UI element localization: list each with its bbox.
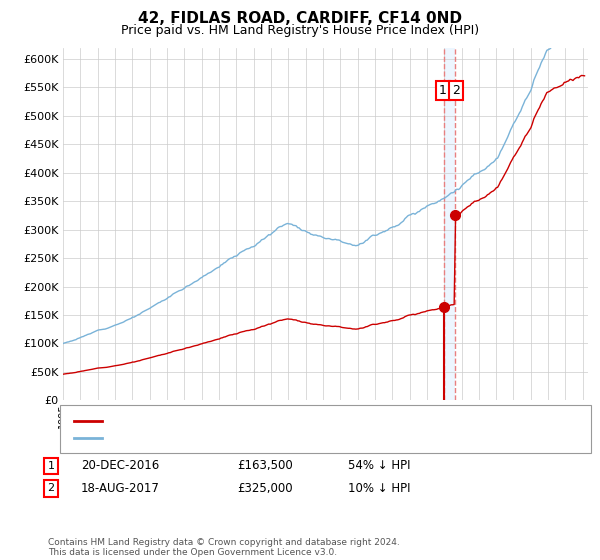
Text: HPI: Average price, detached house, Cardiff: HPI: Average price, detached house, Card…: [107, 433, 350, 444]
Text: £163,500: £163,500: [237, 459, 293, 473]
Text: 2: 2: [452, 84, 460, 97]
Text: 2: 2: [47, 483, 55, 493]
Text: Price paid vs. HM Land Registry's House Price Index (HPI): Price paid vs. HM Land Registry's House …: [121, 24, 479, 37]
Text: 42, FIDLAS ROAD, CARDIFF, CF14 0ND (detached house): 42, FIDLAS ROAD, CARDIFF, CF14 0ND (deta…: [107, 416, 422, 426]
Text: 18-AUG-2017: 18-AUG-2017: [81, 482, 160, 495]
Bar: [443, 48, 455, 400]
Text: Contains HM Land Registry data © Crown copyright and database right 2024.
This d: Contains HM Land Registry data © Crown c…: [48, 538, 400, 557]
Text: £325,000: £325,000: [237, 482, 293, 495]
Text: 1: 1: [439, 84, 447, 97]
Text: 1: 1: [47, 461, 55, 471]
Text: 42, FIDLAS ROAD, CARDIFF, CF14 0ND: 42, FIDLAS ROAD, CARDIFF, CF14 0ND: [138, 11, 462, 26]
Text: 10% ↓ HPI: 10% ↓ HPI: [348, 482, 410, 495]
Text: 54% ↓ HPI: 54% ↓ HPI: [348, 459, 410, 473]
Text: 20-DEC-2016: 20-DEC-2016: [81, 459, 159, 473]
